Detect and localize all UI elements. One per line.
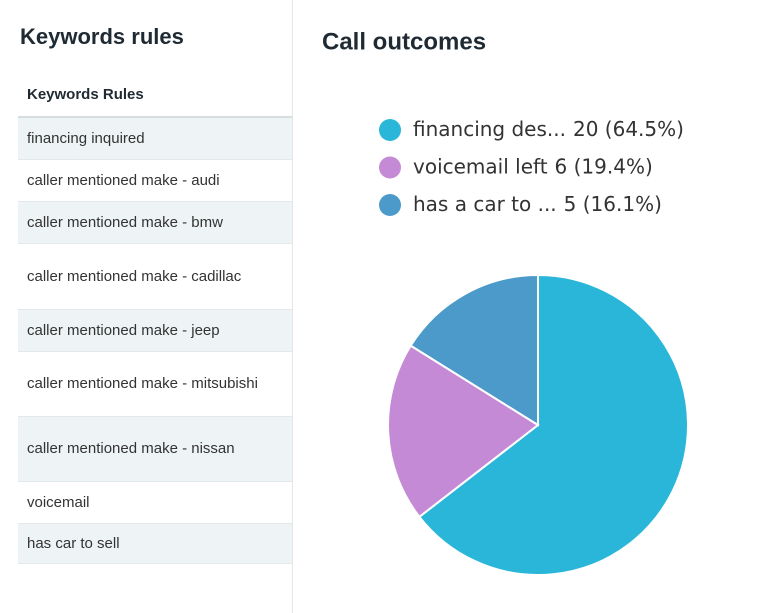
row-text: caller mentioned make - audi xyxy=(27,171,220,189)
row-text: caller mentioned make - nissan xyxy=(27,440,235,457)
legend-swatch xyxy=(379,194,401,216)
chart-title: Call outcomes xyxy=(322,28,486,55)
legend-value: 20 (64.5%) xyxy=(573,117,684,141)
legend-label: has a car to ... xyxy=(413,192,557,216)
legend-swatch xyxy=(379,119,401,141)
row-text: voicemail xyxy=(27,493,90,511)
keywords-panel: Keywords rules Keywords Rules financing … xyxy=(0,0,293,613)
row-text: has car to sell xyxy=(27,534,120,552)
table-row: has car to sell xyxy=(18,524,292,564)
legend-entry: has a car to ... 5 (16.1%) xyxy=(413,192,662,216)
legend-swatch xyxy=(379,156,401,179)
chart: Call outcomes financing des... 20 (64.5%)… xyxy=(322,28,689,576)
legend-value: 5 (16.1%) xyxy=(564,192,662,216)
table-row: caller mentioned make - cadillac xyxy=(18,244,292,310)
row-text: caller mentioned make - bmw xyxy=(27,213,223,231)
pie-slice xyxy=(417,273,689,576)
table-row: caller mentioned make - audi xyxy=(18,160,292,202)
table-row: financing inquired xyxy=(18,118,292,160)
table-row: caller mentioned make - jeep xyxy=(18,310,292,352)
table-row: caller mentioned make - nissan xyxy=(18,417,292,482)
legend-entry: voicemail left 6 (19.4%) xyxy=(413,154,653,178)
table-row: caller mentioned make - mitsubishi xyxy=(18,352,292,417)
table-row: caller mentioned make - bmw xyxy=(18,202,292,244)
row-text: caller mentioned make - cadillac xyxy=(27,267,242,285)
table-row: voicemail xyxy=(18,482,292,524)
row-text: financing inquired xyxy=(27,129,145,147)
legend-label: voicemail left xyxy=(413,154,548,178)
legend-label: financing des... xyxy=(413,117,566,141)
pie-slice xyxy=(409,273,539,427)
row-text: caller mentioned make - jeep xyxy=(27,321,220,339)
table-body: financing inquired caller mentioned make … xyxy=(18,116,292,564)
legend-value: 6 (19.4%) xyxy=(555,154,653,178)
legend-entry: financing des... 20 (64.5%) xyxy=(413,117,684,141)
panel-title: Keywords rules xyxy=(20,24,184,49)
pie-slice xyxy=(387,344,540,519)
row-text: caller mentioned make - mitsubishi xyxy=(27,375,258,392)
table-header: Keywords Rules xyxy=(27,86,144,103)
